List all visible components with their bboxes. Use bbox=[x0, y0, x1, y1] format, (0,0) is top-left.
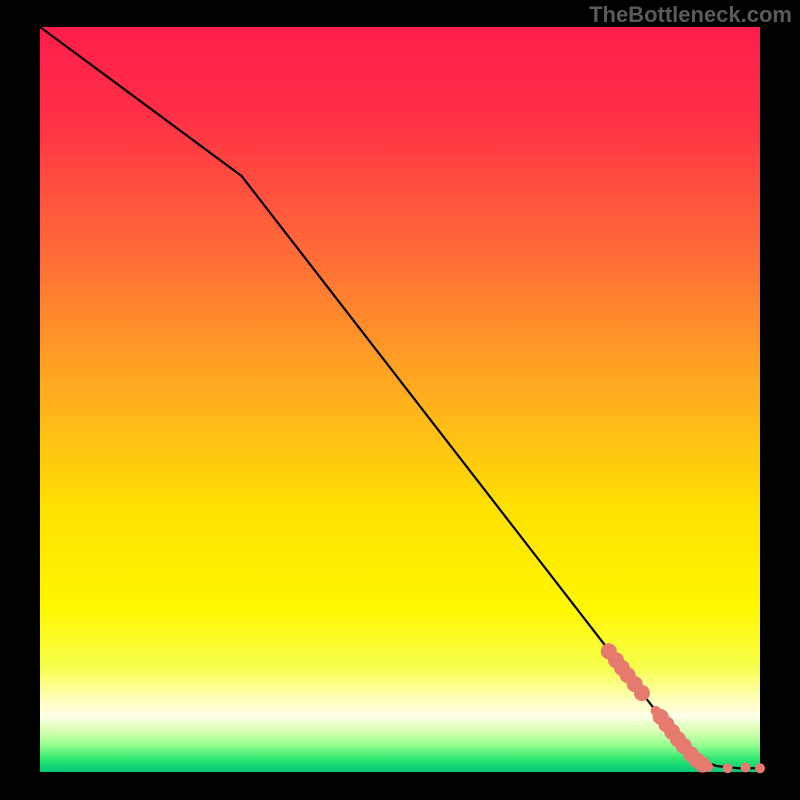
chart-svg bbox=[0, 0, 800, 800]
data-marker bbox=[741, 763, 751, 773]
data-marker bbox=[634, 685, 650, 701]
watermark-text: TheBottleneck.com bbox=[589, 2, 792, 28]
data-marker bbox=[755, 763, 765, 773]
plot-background bbox=[40, 27, 760, 772]
data-marker bbox=[723, 763, 733, 773]
data-marker bbox=[703, 762, 713, 772]
chart-container: TheBottleneck.com bbox=[0, 0, 800, 800]
